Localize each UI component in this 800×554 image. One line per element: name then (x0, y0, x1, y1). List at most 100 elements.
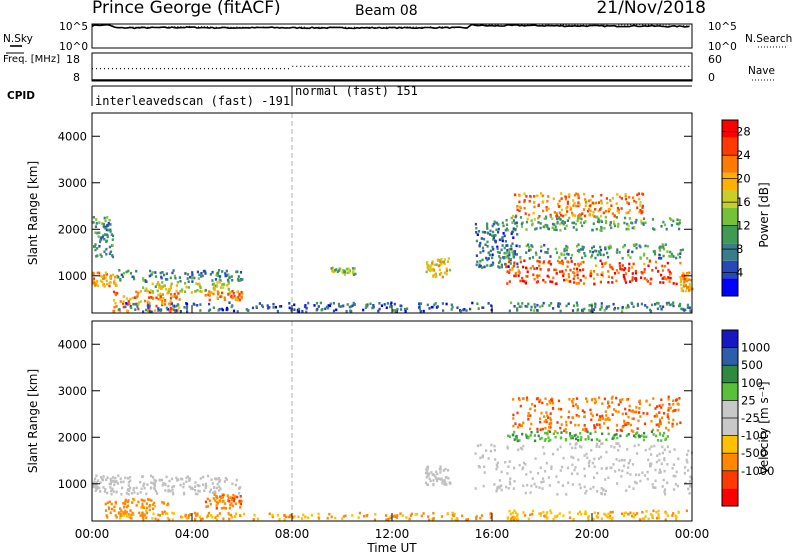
velocity-point (194, 481, 197, 484)
ytick-label: 3000 (58, 176, 87, 190)
power-point (641, 210, 644, 213)
power-point (106, 235, 109, 239)
power-point (601, 262, 604, 265)
power-point (96, 280, 99, 283)
power-point (393, 302, 396, 306)
velocity-point (688, 492, 691, 495)
velocity-point (529, 491, 532, 494)
power-point (685, 279, 688, 283)
power-point (517, 302, 520, 305)
velocity-point (587, 515, 590, 518)
velocity-point (579, 432, 582, 435)
power-point (227, 273, 230, 276)
power-point (628, 209, 632, 212)
velocity-point (268, 512, 271, 516)
power-point (438, 268, 441, 272)
velocity-point (500, 484, 503, 487)
velocity-point (630, 514, 634, 518)
velocity-point (432, 479, 435, 482)
power-point (198, 273, 201, 277)
power-point (638, 197, 641, 201)
power-point (316, 307, 319, 311)
power-point (293, 308, 296, 311)
velocity-point (111, 507, 114, 511)
power-point (126, 303, 129, 306)
velocity-point (567, 416, 570, 419)
power-point (235, 298, 238, 302)
power-point (125, 270, 128, 274)
velocity-point (548, 484, 551, 487)
power-point (524, 280, 528, 283)
power-point (200, 290, 203, 293)
velocity-point (510, 517, 513, 520)
power-point (119, 278, 122, 281)
velocity-point (630, 429, 633, 432)
power-point (261, 304, 264, 307)
power-point (656, 307, 659, 311)
velocity-point (132, 488, 135, 492)
power-point (559, 309, 562, 313)
velocity-point (220, 507, 223, 510)
power-point (433, 273, 437, 277)
power-point (544, 281, 547, 284)
power-point (500, 265, 503, 269)
power-point (288, 302, 291, 305)
power-point (426, 266, 429, 270)
velocity-point (443, 479, 446, 482)
power-point (592, 222, 595, 225)
velocity-point (571, 436, 574, 440)
power-point (531, 256, 534, 259)
power-point (683, 309, 686, 312)
velocity-point (596, 512, 600, 515)
power-point (508, 309, 511, 313)
power-point (108, 219, 111, 222)
power-point (535, 253, 538, 256)
power-point (631, 250, 634, 254)
power-point (556, 221, 559, 225)
power-point (290, 309, 293, 312)
power-point (657, 270, 660, 273)
velocity-point (577, 423, 580, 427)
power-point (223, 296, 226, 299)
power-point (115, 284, 118, 287)
xtick-label: 08:00 (275, 527, 310, 541)
power-point (165, 272, 168, 275)
power-point (404, 310, 407, 313)
velocity-point (409, 514, 412, 517)
power-point (646, 280, 649, 283)
velocity-point (108, 500, 111, 504)
velocity-point (106, 516, 109, 519)
power-point (535, 281, 538, 284)
velocity-point (590, 412, 593, 415)
power-point (219, 279, 222, 282)
power-colorbar-frame (721, 119, 739, 297)
power-point (441, 275, 444, 279)
noise-panel-frame (91, 23, 693, 49)
velocity-point (648, 447, 651, 451)
power-point (525, 251, 528, 254)
power-point (146, 289, 149, 293)
power-point (528, 245, 531, 249)
power-point (605, 221, 608, 225)
power-point (168, 303, 171, 306)
velocity-point (109, 486, 112, 489)
power-point (135, 290, 138, 294)
velocity-point (141, 516, 145, 519)
velocity-point (447, 468, 450, 472)
power-point (426, 263, 429, 267)
power-point (651, 303, 654, 307)
power-point (94, 225, 97, 228)
power-point (112, 290, 116, 294)
power-point (520, 222, 523, 226)
velocity-point (541, 487, 544, 490)
velocity-point (538, 512, 541, 515)
velocity-point (326, 516, 329, 520)
power-point (428, 266, 431, 270)
velocity-point (655, 423, 658, 427)
power-point (191, 271, 194, 274)
velocity-point (158, 478, 161, 482)
power-point (668, 254, 671, 258)
velocity-point (617, 449, 620, 452)
power-point (666, 303, 669, 306)
